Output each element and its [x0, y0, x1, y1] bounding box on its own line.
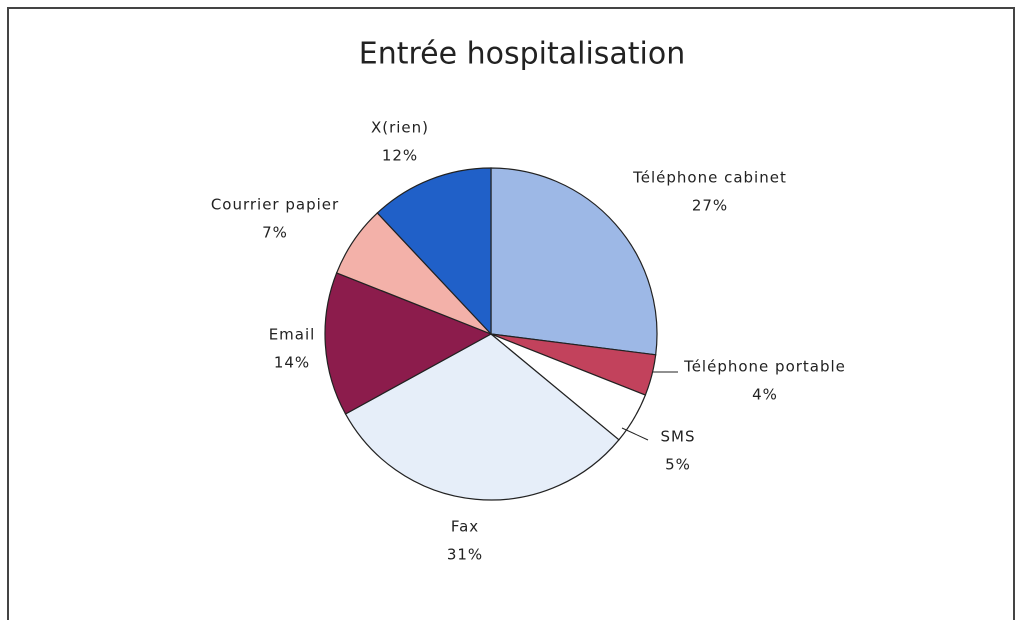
slice-value-label: 12%	[382, 147, 418, 165]
pie-slice	[324, 272, 493, 415]
slice-label: Téléphone cabinet	[632, 169, 787, 187]
leader-line	[621, 427, 649, 441]
pie-slice	[376, 167, 492, 336]
slice-value-label: 5%	[665, 456, 691, 474]
pie-slice	[344, 333, 620, 501]
slice-label: X(rien)	[371, 119, 429, 137]
slice-value-label: 7%	[262, 224, 288, 242]
slice-label: Fax	[451, 518, 479, 536]
slice-value-label: 4%	[752, 386, 778, 404]
slice-label: Email	[269, 326, 316, 344]
slice-value-label: 31%	[447, 546, 483, 564]
slice-value-label: 27%	[692, 197, 728, 215]
slice-label: Courrier papier	[211, 196, 339, 214]
chart-title: Entrée hospitalisation	[359, 37, 686, 72]
slice-label: SMS	[661, 428, 696, 446]
pie-slice	[490, 167, 658, 356]
slice-label: Téléphone portable	[683, 358, 846, 376]
slice-value-label: 14%	[274, 354, 310, 372]
